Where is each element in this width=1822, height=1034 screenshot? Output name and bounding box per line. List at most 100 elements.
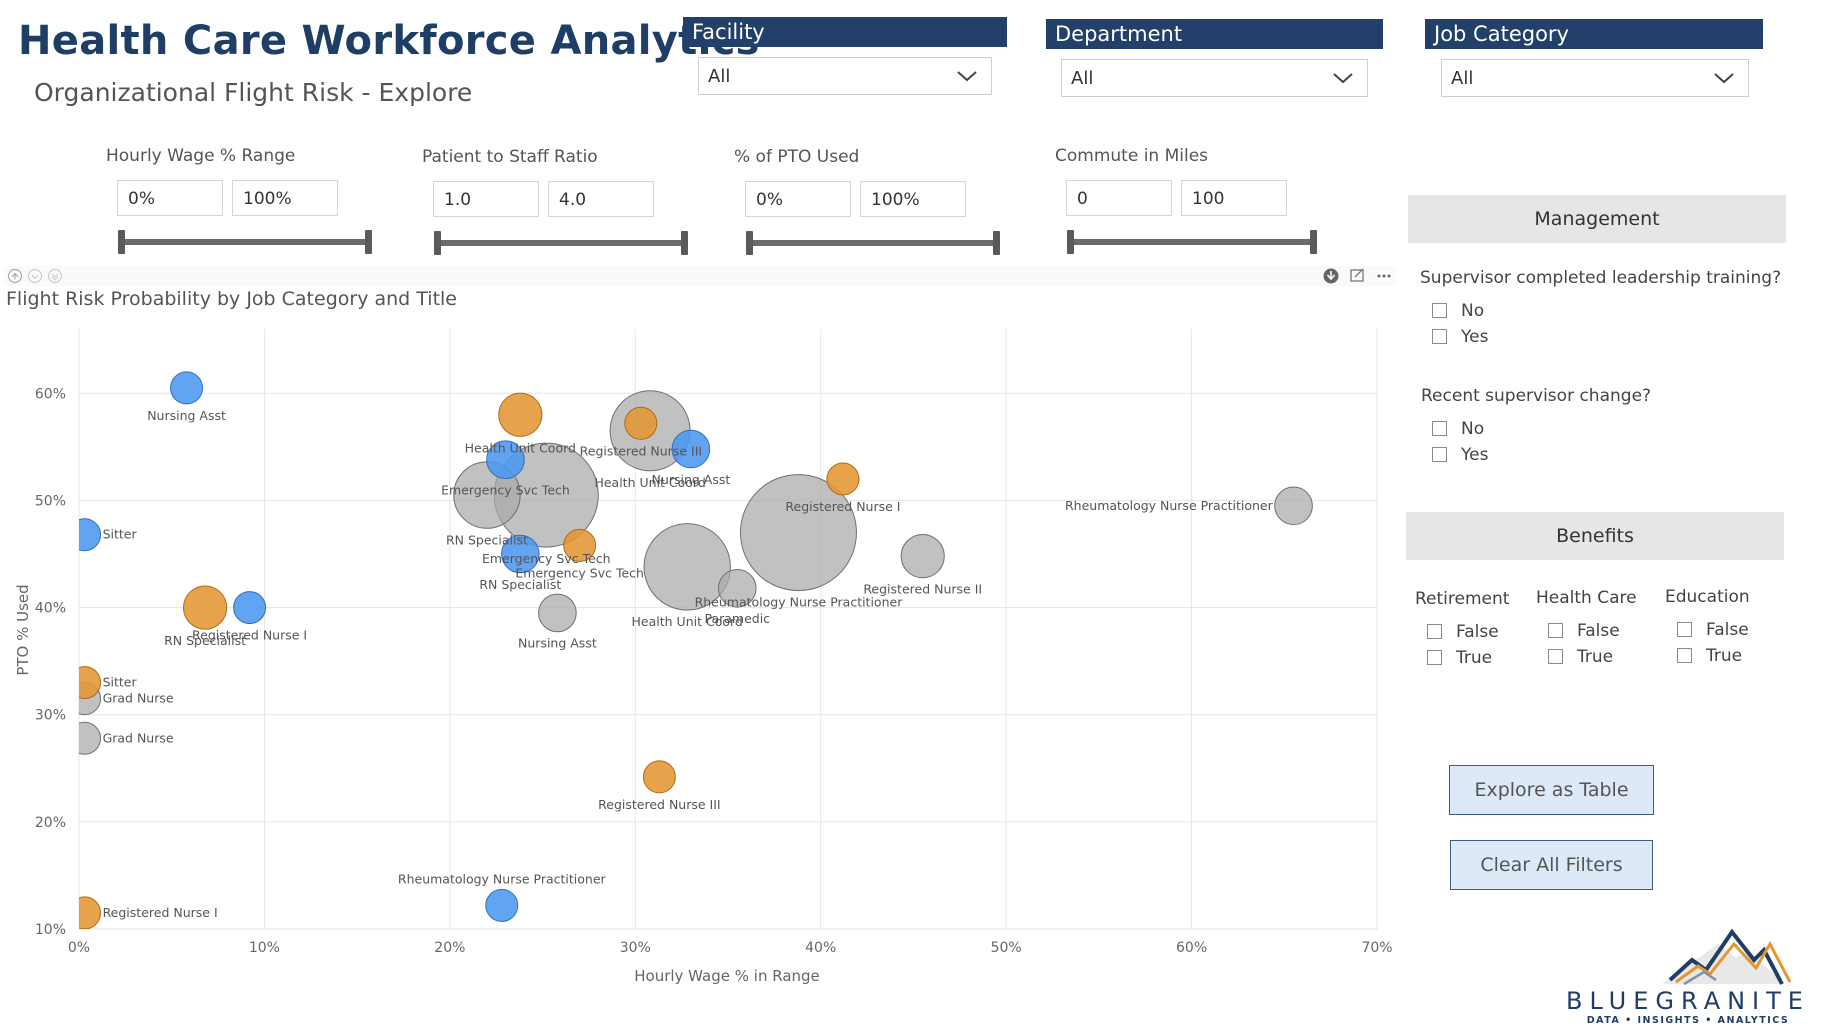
health-care-true-option[interactable]: True <box>1548 647 1613 667</box>
retirement-true-option[interactable]: True <box>1427 648 1492 668</box>
more-options-icon[interactable] <box>1377 274 1391 278</box>
bubble-blue[interactable] <box>501 534 540 574</box>
bubble-gray[interactable] <box>643 523 731 611</box>
pto-used-min-handle[interactable] <box>746 231 753 255</box>
bubble-gray[interactable] <box>739 474 857 592</box>
checkbox[interactable] <box>1677 648 1692 663</box>
y-tick-label: 40% <box>35 601 66 617</box>
chevron-down-icon <box>1333 73 1353 84</box>
patient-staff-ratio-slider-track[interactable] <box>437 240 687 246</box>
bubble-label: Health Unit Coord <box>465 440 576 455</box>
expand-all-icon[interactable] <box>47 268 63 284</box>
clear-all-filters-button[interactable]: Clear All Filters <box>1450 840 1653 890</box>
hourly-wage-max-handle[interactable] <box>365 230 372 254</box>
commute-miles-min-handle[interactable] <box>1067 230 1074 254</box>
hourly-wage-range-label: Hourly Wage % Range <box>106 146 296 166</box>
bubble-gray[interactable] <box>1274 486 1313 526</box>
checkbox[interactable] <box>1432 329 1447 344</box>
bubble-blue[interactable] <box>170 371 204 405</box>
patient-staff-ratio-min-handle[interactable] <box>434 231 441 255</box>
job-category-dropdown[interactable]: All <box>1441 59 1749 97</box>
bubble-orange[interactable] <box>69 666 102 700</box>
patient-staff-ratio-min-input[interactable]: 1.0 <box>433 181 539 217</box>
bubble-label: Health Unit Coord <box>632 614 743 629</box>
y-tick-label: 30% <box>35 708 66 724</box>
retirement-false-option[interactable]: False <box>1427 622 1499 642</box>
leadership-training-yes-option[interactable]: Yes <box>1432 327 1488 347</box>
education-true-option[interactable]: True <box>1677 646 1742 666</box>
commute-miles-min-input[interactable]: 0 <box>1066 180 1172 216</box>
pto-used-slider-track[interactable] <box>749 240 999 246</box>
bubble-label: Registered Nurse I <box>192 628 307 643</box>
hourly-wage-range-slicer: Hourly Wage % Range 0% 100% <box>106 146 376 255</box>
drill-down-icon[interactable] <box>27 268 43 284</box>
checkbox[interactable] <box>1432 303 1447 318</box>
supervisor-change-no-option[interactable]: No <box>1432 419 1484 439</box>
job-category-dropdown-value: All <box>1451 68 1474 89</box>
bubble-orange[interactable] <box>642 760 676 794</box>
commute-miles-max-handle[interactable] <box>1310 230 1317 254</box>
explore-as-table-button[interactable]: Explore as Table <box>1449 765 1654 815</box>
commute-miles-slider-track[interactable] <box>1070 239 1316 245</box>
supervisor-change-yes-option[interactable]: Yes <box>1432 445 1488 465</box>
bubble-blue[interactable] <box>69 518 102 552</box>
department-dropdown[interactable]: All <box>1061 59 1368 97</box>
drill-up-icon[interactable] <box>7 268 23 284</box>
false-label: False <box>1577 621 1620 641</box>
patient-staff-ratio-max-handle[interactable] <box>681 231 688 255</box>
leadership-training-no-option[interactable]: No <box>1432 301 1484 321</box>
drill-icons <box>7 268 63 284</box>
commute-miles-range-slicer: Commute in Miles 0 100 <box>1055 146 1325 255</box>
bubble-orange[interactable] <box>69 896 102 929</box>
bubble-blue[interactable] <box>233 591 267 625</box>
facility-dropdown[interactable]: All <box>698 57 992 95</box>
bubble-blue[interactable] <box>671 429 711 469</box>
patient-staff-ratio-max-input[interactable]: 4.0 <box>548 181 654 217</box>
department-slicer: Department All <box>1046 19 1383 97</box>
health-care-false-option[interactable]: False <box>1548 621 1620 641</box>
education-false-option[interactable]: False <box>1677 620 1749 640</box>
checkbox[interactable] <box>1677 622 1692 637</box>
hourly-wage-min-input[interactable]: 0% <box>117 180 223 216</box>
bubble-label: Registered Nurse III <box>598 797 720 812</box>
bubble-orange[interactable] <box>182 585 228 630</box>
hourly-wage-min-handle[interactable] <box>118 230 125 254</box>
true-label: True <box>1577 647 1614 667</box>
hourly-wage-slider-track[interactable] <box>121 239 371 245</box>
bubble-gray[interactable] <box>717 568 757 608</box>
facility-dropdown-value: All <box>708 66 731 87</box>
hourly-wage-max-input[interactable]: 100% <box>232 180 338 216</box>
checkbox[interactable] <box>1548 623 1563 638</box>
commute-miles-max-input[interactable]: 100 <box>1181 180 1287 216</box>
leadership-training-question: Supervisor completed leadership training… <box>1420 268 1782 288</box>
patient-staff-ratio-label: Patient to Staff Ratio <box>422 147 598 167</box>
drill-mode-icon[interactable] <box>1323 268 1339 284</box>
bubble-gray[interactable] <box>69 721 102 755</box>
patient-staff-ratio-slicer: Patient to Staff Ratio 1.0 4.0 <box>422 147 692 256</box>
checkbox[interactable] <box>1432 447 1447 462</box>
bubble-gray[interactable] <box>900 534 945 579</box>
pto-used-max-handle[interactable] <box>993 231 1000 255</box>
x-tick-label: 10% <box>249 940 280 956</box>
bubble-label: Sitter <box>103 675 138 690</box>
bubble-orange[interactable] <box>563 528 597 562</box>
focus-mode-icon[interactable] <box>1350 268 1364 282</box>
x-tick-label: 60% <box>1176 940 1207 956</box>
bubble-orange[interactable] <box>826 462 860 496</box>
health-care-column-title: Health Care <box>1536 588 1637 608</box>
pto-used-min-input[interactable]: 0% <box>745 181 851 217</box>
bubble-blue[interactable] <box>486 440 525 480</box>
x-tick-label: 40% <box>805 940 836 956</box>
bubble-gray[interactable] <box>538 593 577 633</box>
checkbox[interactable] <box>1427 650 1442 665</box>
pto-used-max-input[interactable]: 100% <box>860 181 966 217</box>
bubble-orange[interactable] <box>498 392 543 437</box>
checkbox[interactable] <box>1427 624 1442 639</box>
bubble-blue[interactable] <box>485 888 519 922</box>
education-column-title: Education <box>1665 587 1750 607</box>
bubble-orange[interactable] <box>624 406 658 440</box>
bubble-label: Emergency Svc Tech <box>515 565 644 580</box>
checkbox[interactable] <box>1432 421 1447 436</box>
checkbox[interactable] <box>1548 649 1563 664</box>
